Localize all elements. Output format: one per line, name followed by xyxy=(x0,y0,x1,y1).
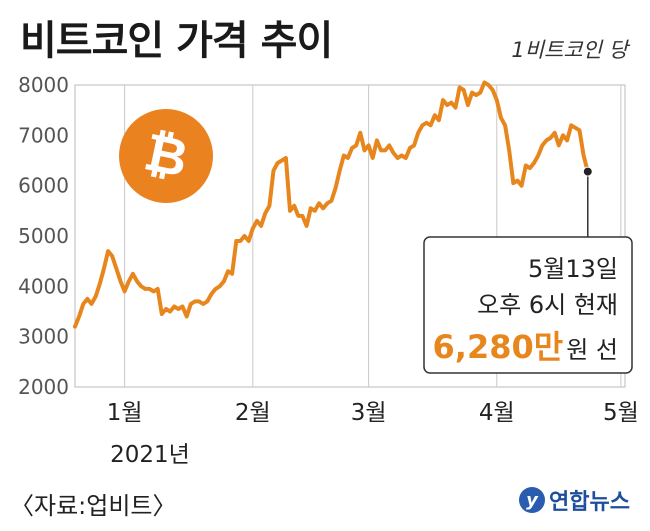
x-axis-ticks: 1월 2월 3월 4월 5월 xyxy=(107,400,639,426)
y-tick-label: 8000 xyxy=(18,73,69,97)
annotation-value-number: 6,280만 xyxy=(433,328,564,366)
price-line xyxy=(73,80,590,329)
brand-name: 연합뉴스 xyxy=(549,490,630,515)
x-tick-label: 1월 xyxy=(107,400,143,426)
annotation-value-suffix: 원 선 xyxy=(566,336,618,364)
chart-title: 비트코인 가격 추이 xyxy=(20,18,333,64)
annotation-time: 오후 6시 현재 xyxy=(477,291,618,319)
x-tick-label: 2월 xyxy=(235,400,271,426)
y-axis-ticks: 2000 3000 4000 5000 6000 7000 8000 xyxy=(18,73,69,399)
y-tick-label: 3000 xyxy=(18,325,69,349)
plot-frame xyxy=(74,84,626,388)
annotation-date: 5월13일 xyxy=(528,255,618,283)
bitcoin-coin-icon: ₿ xyxy=(119,109,213,203)
x-tick-label: 3월 xyxy=(351,400,387,426)
x-tick-label: 4월 xyxy=(479,400,515,426)
unit-label: 1비트코인 당 xyxy=(511,38,628,62)
brand-logo: y 연합뉴스 xyxy=(519,484,630,516)
last-data-point xyxy=(582,166,593,177)
y-tick-label: 5000 xyxy=(18,224,69,248)
y-tick-label: 7000 xyxy=(18,123,69,147)
source-note: 〈자료:업비트〉 xyxy=(10,492,177,520)
x-axis-year-label: 2021년 xyxy=(110,442,190,468)
y-tick-label: 2000 xyxy=(18,375,69,399)
brand-logo-icon: y xyxy=(519,487,546,513)
x-tick-label: 5월 xyxy=(603,400,639,426)
y-tick-label: 6000 xyxy=(18,174,69,198)
annotation-value: 6,280만 원 선 xyxy=(433,328,618,366)
annotation-box: 5월13일 오후 6시 현재 6,280만 원 선 xyxy=(423,236,633,374)
y-tick-label: 4000 xyxy=(18,274,69,298)
